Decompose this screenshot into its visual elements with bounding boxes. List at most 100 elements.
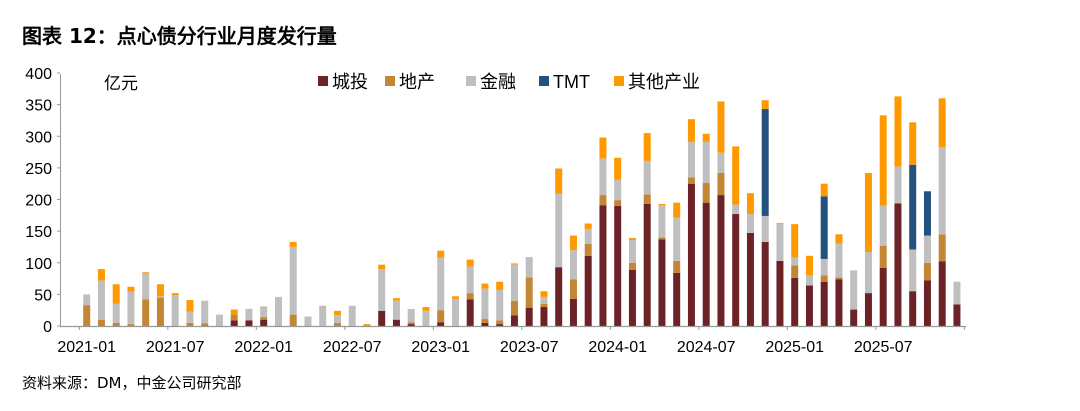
bar-segment-地产-2021-04 — [127, 324, 135, 326]
bar-segment-金融-2022-11 — [407, 308, 415, 323]
bar-segment-地产-2024-05 — [673, 260, 681, 273]
bar-segment-城投-2025-04 — [835, 279, 843, 326]
bar-segment-其他产业-2023-08 — [540, 291, 548, 297]
bar-segment-地产-2021-08 — [186, 322, 194, 326]
bar-segment-城投-2021-12 — [245, 320, 253, 326]
bar-segment-地产-2024-08 — [717, 172, 725, 196]
bar-segment-金融-2025-12 — [953, 281, 961, 305]
legend-label-城投: 城投 — [332, 72, 368, 92]
bar-segment-金融-2024-11 — [761, 215, 769, 242]
bar-segment-其他产业-2024-09 — [732, 146, 740, 205]
bar-segment-其他产业-2021-02 — [97, 269, 105, 281]
bar-segment-城投-2025-12 — [953, 304, 961, 326]
bar-segment-金融-2024-06 — [687, 141, 695, 178]
bar-segment-金融-2023-11 — [584, 229, 592, 244]
bar-segment-其他产业-2025-11 — [938, 98, 946, 148]
bar-segment-城投-2023-07 — [525, 307, 533, 326]
bar-segment-金融-2024-01 — [614, 179, 622, 201]
bar-segment-金融-2025-10 — [923, 235, 931, 263]
bar-segment-金融-2023-03 — [466, 266, 474, 294]
bar-segment-金融-2023-04 — [481, 288, 489, 320]
bar-segment-地产-2022-03 — [289, 314, 297, 326]
bar-segment-金融-2025-09 — [909, 249, 917, 292]
y-tick-label: 350 — [25, 98, 52, 115]
bar-segment-地产-2022-06 — [333, 322, 341, 326]
bar-segment-城投-2025-05 — [850, 309, 858, 326]
bar-segment-金融-2022-06 — [333, 315, 341, 323]
x-tick-label: 2022-01 — [234, 339, 293, 356]
bar-segment-其他产业-2021-05 — [142, 272, 150, 274]
bar-segment-其他产业-2022-03 — [289, 241, 297, 247]
bar-segment-地产-2023-11 — [584, 243, 592, 256]
bar-segment-地产-2021-03 — [112, 322, 120, 326]
bar-segment-地产-2024-03 — [643, 194, 651, 204]
bar-segment-金融-2022-03 — [289, 246, 297, 315]
bar-segment-地产-2023-07 — [525, 277, 533, 308]
bar-segment-城投-2024-01 — [614, 205, 622, 326]
bar-segment-其他产业-2023-11 — [584, 223, 592, 230]
legend-label-金融: 金融 — [480, 72, 516, 92]
bar-segment-城投-2025-06 — [864, 293, 872, 326]
bar-segment-其他产业-2024-11 — [761, 100, 769, 110]
bar-segment-其他产业-2024-03 — [643, 133, 651, 161]
bar-segment-其他产业-2024-10 — [746, 193, 754, 215]
bar-segment-其他产业-2024-06 — [687, 119, 695, 142]
bar-segment-其他产业-2022-08 — [363, 324, 371, 326]
bar-segment-地产-2024-01 — [614, 200, 622, 206]
y-tick-label: 200 — [25, 193, 52, 210]
bar-segment-金融-2021-07 — [171, 295, 179, 326]
bar-segment-城投-2022-11 — [407, 324, 415, 326]
bar-segment-金融-2023-09 — [555, 193, 563, 268]
bar-segment-其他产业-2023-06 — [510, 263, 518, 265]
bar-segment-金融-2021-04 — [127, 291, 135, 325]
bar-segment-地产-2025-03 — [820, 275, 828, 282]
bar-segment-城投-2024-07 — [702, 202, 710, 326]
bar-segment-TMT-2025-03 — [820, 196, 828, 259]
bar-segment-城投-2024-09 — [732, 214, 740, 326]
bar-segment-城投-2023-04 — [481, 322, 489, 326]
bar-segment-地产-2024-04 — [658, 237, 666, 240]
bar-segment-金融-2022-09 — [378, 269, 386, 311]
bar-segment-金融-2025-08 — [894, 166, 902, 204]
bar-segment-地产-2021-01 — [83, 305, 91, 326]
legend-swatch-TMT — [539, 76, 549, 86]
bar-segment-金融-2024-09 — [732, 204, 740, 215]
y-tick-label: 0 — [43, 319, 52, 336]
legend-label-地产: 地产 — [399, 72, 435, 92]
bar-segment-其他产业-2022-06 — [333, 310, 341, 316]
bar-segment-其他产业-2024-02 — [628, 238, 636, 240]
figure-title: 图表 12：点心债分行业月度发行量 — [22, 24, 337, 48]
bar-segment-地产-2025-11 — [938, 234, 946, 262]
bar-segment-城投-2023-11 — [584, 255, 592, 326]
bar-segment-其他产业-2025-08 — [894, 96, 902, 167]
bar-segment-其他产业-2021-03 — [112, 284, 120, 304]
y-axis: 0 50 100 150 200 250 300 350 400 — [25, 66, 60, 336]
x-tick-label: 2023-01 — [411, 339, 470, 356]
bar-segment-城投-2025-07 — [879, 267, 887, 326]
bar-segment-金融-2024-02 — [628, 239, 636, 263]
bar-segment-城投-2025-10 — [923, 280, 931, 326]
bar-segment-其他产业-2024-04 — [658, 203, 666, 206]
bar-segment-金融-2023-05 — [496, 289, 504, 321]
bar-segment-地产-2021-05 — [142, 299, 150, 326]
bar-segment-地产-2023-01 — [437, 310, 445, 323]
bar-segment-金融-2023-02 — [451, 298, 459, 326]
y-tick-label: 50 — [34, 287, 52, 304]
bar-segment-城投-2025-09 — [909, 291, 917, 326]
bar-segment-地产-2023-04 — [481, 319, 489, 323]
bar-segment-地产-2022-11 — [407, 322, 415, 325]
x-tick-label: 2021-07 — [146, 339, 205, 356]
bar-segment-其他产业-2023-03 — [466, 259, 474, 267]
bar-segment-地产-2023-05 — [496, 320, 504, 325]
bar-segment-其他产业-2021-06 — [156, 284, 164, 297]
bar-segment-其他产业-2023-01 — [437, 250, 445, 258]
bar-segment-城投-2022-09 — [378, 310, 386, 326]
bar-segment-其他产业-2021-08 — [186, 300, 194, 312]
bar-segment-金融-2022-07 — [348, 305, 356, 326]
bar-segment-地产-2023-12 — [599, 195, 607, 206]
bar-segment-其他产业-2022-09 — [378, 264, 386, 270]
x-tick-label: 2023-07 — [500, 339, 559, 356]
bar-segment-地产-2025-01 — [791, 265, 799, 278]
bar-segment-金融-2024-12 — [776, 223, 784, 261]
